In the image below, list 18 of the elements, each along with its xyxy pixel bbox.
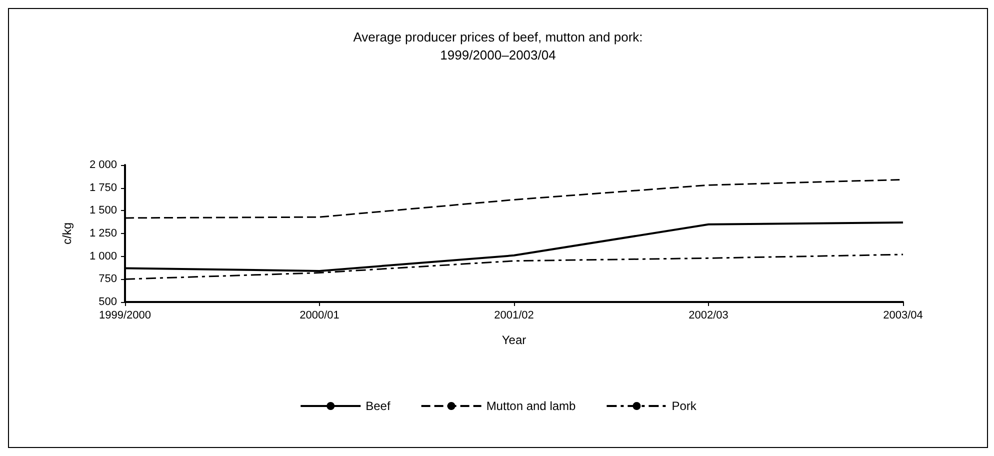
x-tick-label: 1999/2000 bbox=[99, 310, 151, 322]
y-tick-label: 1 500 bbox=[89, 204, 117, 217]
y-tick-label: 1 000 bbox=[89, 250, 117, 262]
y-tick-label: 1 750 bbox=[89, 182, 117, 194]
y-tick-label: 500 bbox=[98, 296, 117, 308]
legend-label: Beef bbox=[366, 399, 391, 413]
y-tick-label: 750 bbox=[98, 273, 117, 286]
y-tick-label: 1 250 bbox=[89, 228, 117, 240]
x-tick-label: 2002/03 bbox=[688, 310, 728, 322]
x-tick-label: 2003/04 bbox=[883, 310, 923, 322]
x-tick-label: 2000/01 bbox=[300, 310, 340, 322]
x-tick-label: 2001/02 bbox=[494, 310, 534, 322]
x-axis-title: Year bbox=[502, 333, 526, 347]
y-tick-label: 2 000 bbox=[89, 159, 117, 171]
y-axis-title: c/kg bbox=[60, 222, 74, 245]
legend-label: Pork bbox=[672, 399, 698, 413]
chart-title: Average producer prices of beef, mutton and pork: 1999/2000–2003/04 bbox=[353, 30, 643, 62]
legend-label: Mutton and lamb bbox=[486, 399, 576, 413]
